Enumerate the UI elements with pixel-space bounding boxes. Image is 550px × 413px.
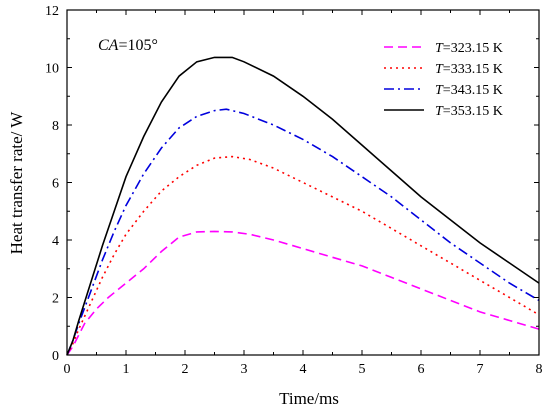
plot-layer <box>66 56 540 356</box>
annotation-italic: CA <box>98 37 119 54</box>
y-tick-label-2: 4 <box>52 234 59 249</box>
legend-label-italic-4: T <box>435 104 444 119</box>
x-tick-label-6: 6 <box>418 362 425 377</box>
y-tick-label-5: 10 <box>45 62 59 77</box>
y-tick-label-4: 8 <box>52 119 59 134</box>
series-line-3 <box>66 108 540 356</box>
series-line-1 <box>66 230 540 356</box>
y-tick-label-1: 2 <box>52 292 59 307</box>
x-tick-label-1: 1 <box>123 362 130 377</box>
legend-label-rest-3: =343.15 K <box>443 83 503 98</box>
legend-label-rest-2: =333.15 K <box>443 62 503 77</box>
y-tick-label-0: 0 <box>52 349 59 364</box>
x-tick-label-3: 3 <box>241 362 248 377</box>
series-line-4 <box>66 56 540 356</box>
x-tick-label-0: 0 <box>64 362 71 377</box>
y-tick-label-6: 12 <box>45 4 59 19</box>
legend-label-italic-2: T <box>435 62 444 77</box>
x-tick-label-8: 8 <box>536 362 543 377</box>
legend-label-rest-4: =353.15 K <box>443 104 503 119</box>
legend-label-italic-3: T <box>435 83 444 98</box>
contact-angle-annotation: CA=105° <box>98 37 158 54</box>
x-tick-label-5: 5 <box>359 362 366 377</box>
x-tick-label-4: 4 <box>300 362 307 377</box>
x-tick-label-7: 7 <box>477 362 484 377</box>
legend-label-1: T=323.15 K <box>435 41 503 56</box>
legend-label-rest-1: =323.15 K <box>443 41 503 56</box>
legend-label-italic-1: T <box>435 41 444 56</box>
series-line-2 <box>66 155 540 356</box>
legend-label-4: T=353.15 K <box>435 104 503 119</box>
legend: T=323.15 KT=333.15 KT=343.15 KT=353.15 K <box>384 41 503 119</box>
annotation-rest: =105° <box>118 37 157 54</box>
legend-label-2: T=333.15 K <box>435 62 503 77</box>
x-tick-label-2: 2 <box>182 362 189 377</box>
y-tick-label-3: 6 <box>52 177 59 192</box>
legend-label-3: T=343.15 K <box>435 83 503 98</box>
y-axis-label: Heat transfer rate/ W <box>7 111 26 255</box>
x-axis-label: Time/ms <box>279 389 339 408</box>
